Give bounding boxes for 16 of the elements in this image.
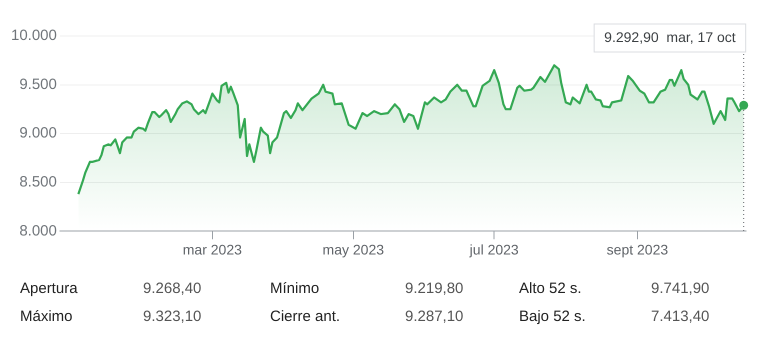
x-tick-label: may 2023	[322, 241, 384, 258]
y-tick-label: 9.000	[19, 124, 57, 142]
y-tick-label: 8.500	[19, 174, 57, 191]
y-tick-label: 9.500	[19, 76, 57, 93]
annotation: 9.292,90 mar, 17 oct	[604, 28, 736, 45]
text: Apertura 9.268,40	[20, 280, 202, 297]
x-tick-label: jul 2023	[468, 241, 519, 258]
y-tick-label: 8.000	[19, 222, 57, 240]
x-tick-label: mar 2023	[182, 241, 242, 258]
text: Cierre ant. 9.287,10	[270, 308, 464, 325]
text: Bajo 52 s. 7.413,40	[519, 308, 710, 325]
y-tick-label: 10.000	[10, 27, 57, 44]
x-tick-label: sept 2023	[606, 241, 668, 258]
text: Máximo 9.323,10	[20, 308, 202, 325]
text: Mínimo 9.219,80	[270, 280, 464, 297]
text: Alto 52 s. 9.741,90	[519, 280, 710, 297]
